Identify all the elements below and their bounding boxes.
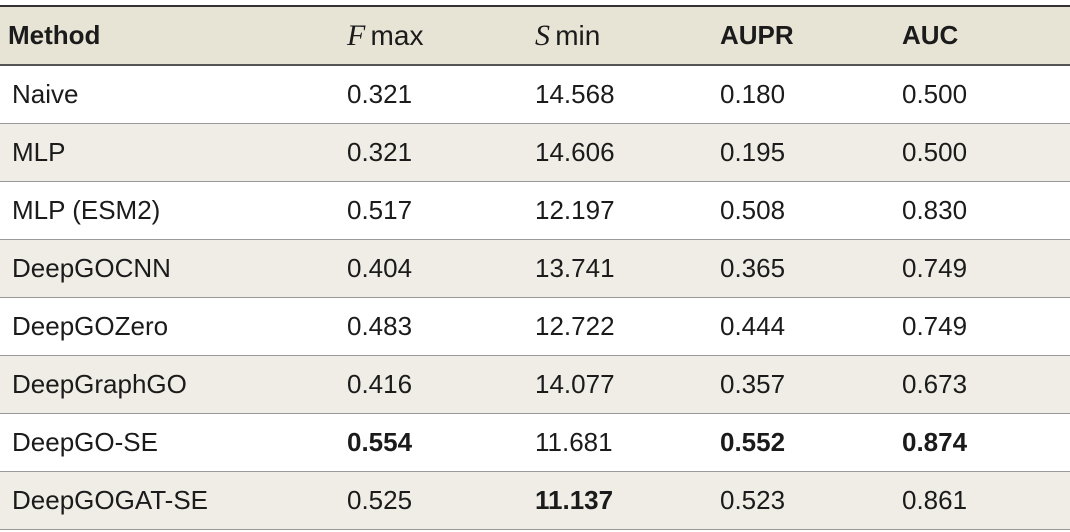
header-cell: AUC	[902, 20, 959, 50]
method-cell: DeepGOGAT-SE	[12, 485, 209, 515]
header-symbol: F	[347, 18, 366, 52]
table-container: Method F max S min AUPR AUC Naive 0.321 14.568…	[0, 5, 1070, 530]
table-row: MLP (ESM2) 0.517 12.197 0.508 0.830	[0, 182, 1070, 240]
value-cell: 0.874	[902, 427, 968, 457]
table-row: DeepGO-SE 0.554 11.681 0.552 0.874	[0, 414, 1070, 472]
value-cell: 0.749	[902, 253, 968, 283]
value-cell: 0.404	[347, 253, 413, 283]
header-row: Method F max S min AUPR AUC	[0, 6, 1070, 65]
value-cell: 0.554	[347, 427, 413, 457]
method-cell: Naive	[12, 79, 79, 109]
value-cell: 0.195	[720, 137, 786, 167]
header-cell: F max	[335, 6, 523, 65]
header-suffix: min	[555, 19, 601, 51]
method-cell: DeepGOCNN	[12, 253, 171, 283]
header-cell: Method	[8, 20, 101, 50]
value-cell: 14.606	[535, 137, 615, 167]
value-cell: 0.180	[720, 79, 786, 109]
header-cell: AUPR	[720, 20, 794, 50]
value-cell: 14.568	[535, 79, 615, 109]
value-cell: 0.416	[347, 369, 413, 399]
value-cell: 0.500	[902, 79, 968, 109]
value-cell: 11.137	[535, 485, 614, 515]
header-cell: S min	[523, 6, 708, 65]
value-cell: 0.365	[720, 253, 786, 283]
value-cell: 11.681	[535, 427, 613, 457]
method-cell: DeepGOZero	[12, 311, 169, 341]
table-row: MLP 0.321 14.606 0.195 0.500	[0, 123, 1070, 182]
results-table: Method F max S min AUPR AUC Naive 0.321 14.568…	[0, 5, 1070, 530]
header-suffix: max	[370, 19, 424, 51]
table-body: Naive 0.321 14.568 0.180 0.500 MLP 0.321 14.606…	[0, 65, 1070, 530]
method-cell: MLP (ESM2)	[12, 195, 161, 225]
method-cell: MLP	[12, 137, 66, 167]
value-cell: 0.830	[902, 195, 968, 225]
value-cell: 0.525	[347, 485, 413, 515]
table-row: DeepGOZero 0.483 12.722 0.444 0.749	[0, 298, 1070, 356]
value-cell: 0.523	[720, 485, 786, 515]
table-row: Naive 0.321 14.568 0.180 0.500	[0, 65, 1070, 124]
value-cell: 0.357	[720, 369, 786, 399]
value-cell: 0.749	[902, 311, 968, 341]
value-cell: 0.861	[902, 485, 968, 515]
value-cell: 0.517	[347, 195, 413, 225]
header-symbol: S	[535, 18, 550, 52]
value-cell: 13.741	[535, 253, 615, 283]
value-cell: 12.197	[535, 195, 615, 225]
method-cell: DeepGO-SE	[12, 427, 158, 457]
value-cell: 0.673	[902, 369, 968, 399]
value-cell: 0.444	[720, 311, 786, 341]
value-cell: 0.321	[347, 137, 413, 167]
table-row: DeepGOGAT-SE 0.525 11.137 0.523 0.861	[0, 471, 1070, 530]
method-cell: DeepGraphGO	[12, 369, 187, 399]
value-cell: 0.483	[347, 311, 413, 341]
value-cell: 0.500	[902, 137, 968, 167]
value-cell: 14.077	[535, 369, 615, 399]
table-header: Method F max S min AUPR AUC	[0, 6, 1070, 65]
value-cell: 0.508	[720, 195, 786, 225]
value-cell: 12.722	[535, 311, 615, 341]
value-cell: 0.321	[347, 79, 413, 109]
table-row: DeepGraphGO 0.416 14.077 0.357 0.673	[0, 355, 1070, 414]
table-row: DeepGOCNN 0.404 13.741 0.365 0.749	[0, 239, 1070, 298]
value-cell: 0.552	[720, 427, 786, 457]
